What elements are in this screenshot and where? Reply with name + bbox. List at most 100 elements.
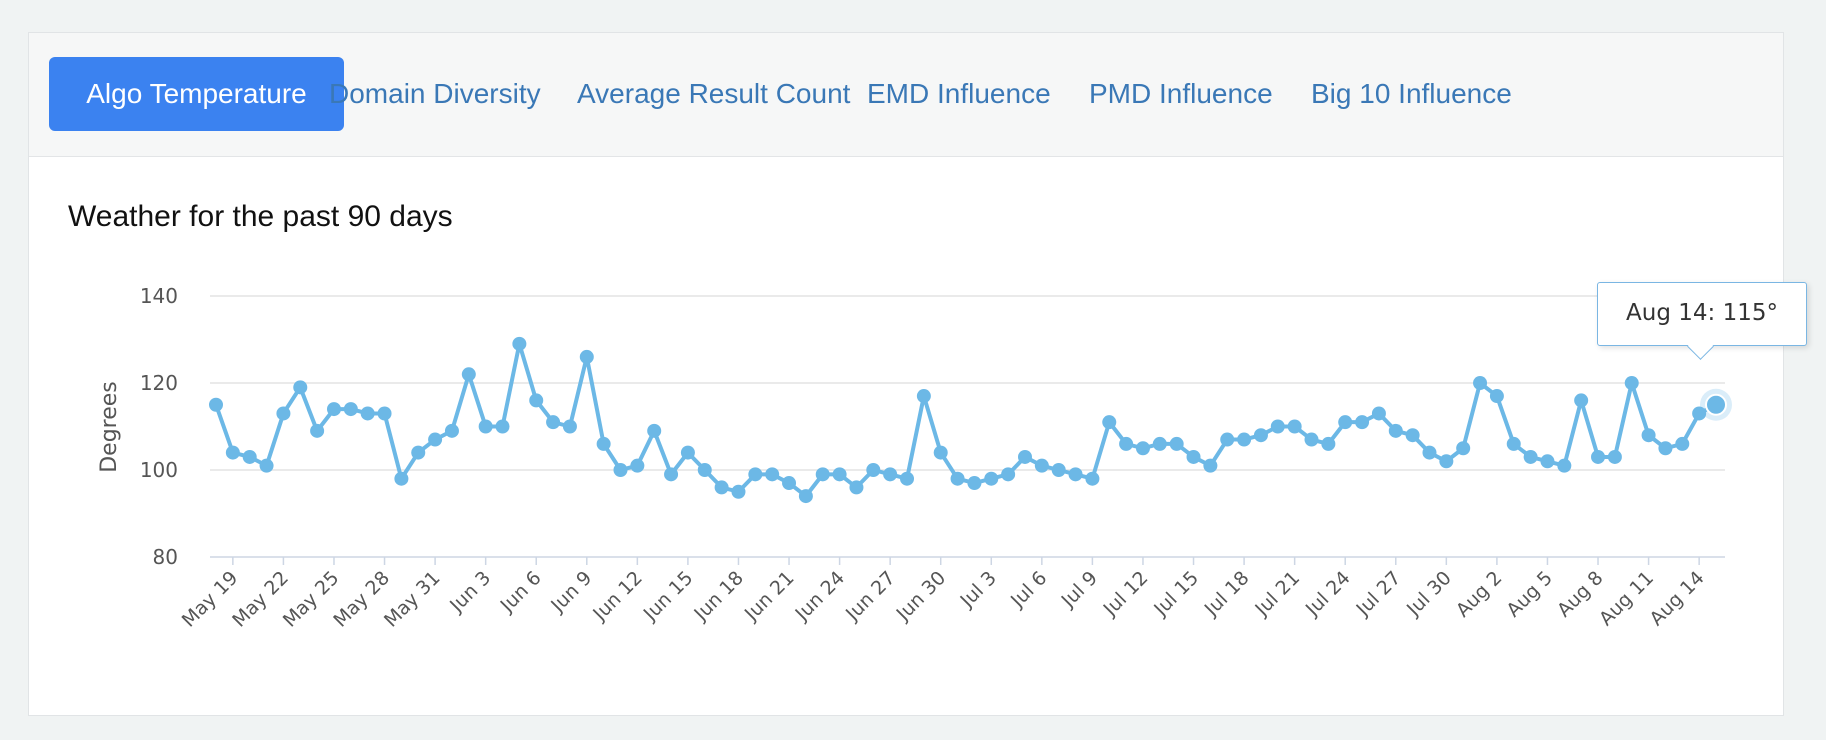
data-point — [765, 467, 780, 482]
tab-big-10-influence[interactable]: Big 10 Influence — [1311, 78, 1512, 109]
data-point — [1692, 406, 1707, 421]
data-point — [697, 463, 712, 477]
data-point — [1624, 376, 1639, 390]
data-point — [1540, 454, 1555, 469]
data-point — [900, 471, 915, 486]
data-point — [1456, 441, 1471, 456]
data-point — [276, 406, 291, 421]
tab-bar: Algo Temperature Domain Diversity Averag… — [29, 33, 1783, 157]
data-point — [428, 432, 443, 447]
x-tick-label: Jun 24 — [791, 567, 850, 626]
data-point — [1675, 436, 1690, 451]
data-point — [596, 436, 611, 451]
data-point — [798, 489, 813, 504]
data-point — [1102, 415, 1117, 430]
data-point — [967, 476, 982, 491]
x-tick-label: Jul 27 — [1351, 567, 1405, 621]
data-point — [1422, 445, 1437, 460]
data-point — [680, 445, 695, 460]
data-point — [1287, 419, 1302, 434]
data-point — [310, 423, 325, 438]
tab-domain-diversity[interactable]: Domain Diversity — [329, 78, 541, 109]
data-point — [1237, 432, 1252, 447]
data-point — [326, 402, 341, 417]
tooltip-text: Aug 14: 115° — [1626, 300, 1778, 326]
tab-emd-influence[interactable]: EMD Influence — [867, 78, 1051, 109]
data-point — [866, 463, 881, 477]
data-point — [242, 449, 257, 464]
data-point — [1371, 406, 1386, 421]
data-point — [1321, 436, 1336, 451]
data-point — [444, 423, 459, 438]
data-point — [916, 389, 931, 404]
tab-algo-temperature[interactable]: Algo Temperature — [49, 57, 344, 131]
chart-card: Algo Temperature Domain Diversity Averag… — [28, 32, 1784, 716]
data-point — [1169, 436, 1184, 451]
x-tick-label: Jun 3 — [445, 567, 495, 617]
data-point — [461, 367, 476, 382]
data-point — [478, 419, 493, 434]
x-tick-label: Jul 6 — [1006, 567, 1051, 612]
data-point — [1523, 449, 1538, 464]
tab-average-result-count[interactable]: Average Result Count — [577, 78, 851, 109]
y-tick-label: 140 — [140, 284, 178, 308]
data-point — [529, 393, 544, 408]
data-point — [1405, 428, 1420, 443]
y-axis-label: Degrees — [97, 381, 122, 473]
data-point — [1186, 449, 1201, 464]
y-tick-label: 120 — [140, 371, 178, 395]
data-point — [714, 480, 729, 495]
x-tick-label: May 28 — [329, 567, 394, 632]
data-point — [1489, 389, 1504, 404]
data-point — [1338, 415, 1353, 430]
data-point — [562, 419, 577, 434]
y-tick-label: 100 — [140, 458, 178, 482]
chart-title: Weather for the past 90 days — [68, 200, 453, 233]
data-point — [579, 349, 594, 364]
data-point — [647, 423, 662, 438]
data-point — [815, 467, 830, 482]
x-tick-label: May 22 — [228, 567, 293, 632]
data-point — [832, 467, 847, 482]
data-point — [1591, 449, 1606, 464]
data-point — [1001, 467, 1016, 482]
data-point — [1253, 428, 1268, 443]
data-point — [225, 445, 240, 460]
data-point — [209, 397, 223, 412]
x-tick-label: May 31 — [380, 567, 445, 632]
x-tick-label: Jun 15 — [639, 567, 698, 626]
x-tick-label: Aug 11 — [1595, 567, 1658, 630]
data-point — [1085, 471, 1100, 486]
hovered-data-point — [1705, 393, 1727, 416]
data-point — [1135, 441, 1150, 456]
data-point — [495, 419, 510, 434]
data-point — [1203, 458, 1218, 473]
x-tick-label: Aug 14 — [1646, 567, 1709, 630]
data-point — [782, 476, 797, 491]
data-point — [1119, 436, 1134, 451]
data-point — [849, 480, 864, 495]
x-tick-label: Jun 27 — [841, 567, 900, 626]
data-point — [1506, 436, 1521, 451]
tab-pmd-influence[interactable]: PMD Influence — [1089, 78, 1273, 109]
x-tick-label: Jul 18 — [1200, 567, 1254, 621]
data-point — [950, 471, 965, 486]
data-point — [748, 467, 763, 482]
data-point — [394, 471, 409, 486]
data-point — [259, 458, 274, 473]
data-point — [613, 463, 628, 477]
data-point — [1641, 428, 1656, 443]
data-point — [1220, 432, 1235, 447]
data-point — [1017, 449, 1032, 464]
x-tick-label: Jul 30 — [1402, 567, 1456, 621]
data-point — [293, 380, 308, 395]
data-point — [984, 471, 999, 486]
x-tick-label: Jul 3 — [956, 567, 1001, 612]
data-point — [1473, 376, 1488, 390]
data-point — [1557, 458, 1572, 473]
x-tick-label: Aug 5 — [1502, 567, 1557, 622]
data-point — [1574, 393, 1589, 408]
x-tick-label: Jul 21 — [1250, 567, 1304, 621]
data-point — [343, 402, 358, 417]
data-point — [731, 484, 746, 499]
